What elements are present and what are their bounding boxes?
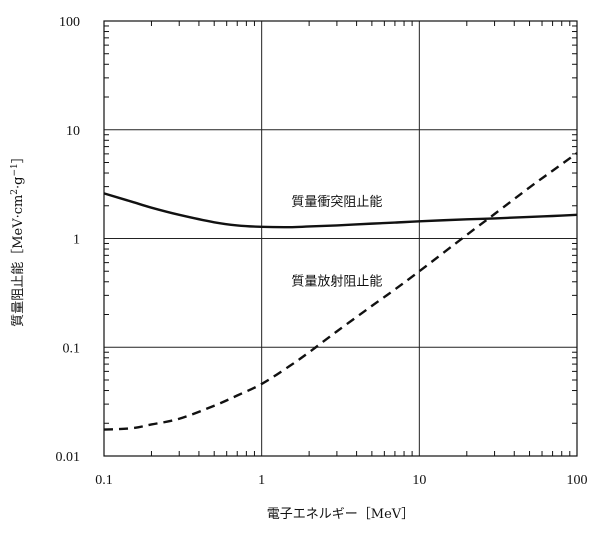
y-tick-label: 0.1 xyxy=(63,341,81,356)
y-tick-label: 10 xyxy=(66,124,80,139)
x-tick-label: 10 xyxy=(412,473,426,488)
y-axis-title: 質量阻止能［MeV·cm2·g−1］ xyxy=(10,150,26,327)
y-axis-title-sup1: 2 xyxy=(10,189,20,195)
y-axis-title-mid: ·g xyxy=(11,176,26,188)
y-tick-label: 100 xyxy=(59,15,80,30)
grid-lines xyxy=(104,21,577,456)
y-axis-title-sup2: −1 xyxy=(10,163,20,176)
series-lines xyxy=(103,152,578,431)
y-axis-title-suffix: ］ xyxy=(11,150,26,163)
collision-stopping-power-label: 質量衝突阻止能 xyxy=(291,194,382,210)
y-tick-label: 0.01 xyxy=(56,450,81,465)
tick-labels: 0.1 1 10 100 0.01 0.1 1 10 100 xyxy=(56,15,588,488)
y-axis-title-prefix: 質量阻止能［MeV·cm xyxy=(11,195,26,327)
collision-stopping-power-line xyxy=(103,192,578,229)
y-tick-label: 1 xyxy=(73,233,80,248)
radiative-stopping-power-line xyxy=(103,152,578,431)
x-tick-label: 100 xyxy=(567,473,588,488)
plot-frame xyxy=(103,20,578,457)
tick-marks xyxy=(104,21,577,456)
x-axis-title: 電子エネルギー［MeV］ xyxy=(267,507,414,522)
x-tick-label: 0.1 xyxy=(95,473,113,488)
x-tick-label: 1 xyxy=(258,473,265,488)
radiative-stopping-power-label: 質量放射阻止能 xyxy=(291,273,382,289)
